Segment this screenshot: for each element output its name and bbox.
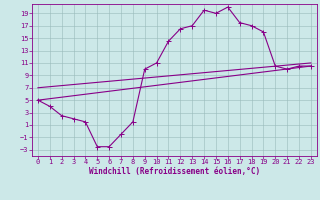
X-axis label: Windchill (Refroidissement éolien,°C): Windchill (Refroidissement éolien,°C)	[89, 167, 260, 176]
